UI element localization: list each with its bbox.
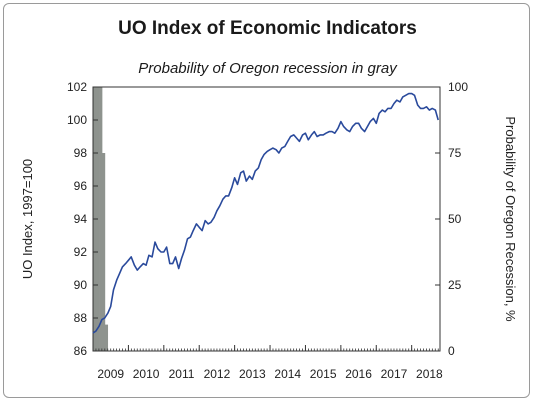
chart-title: UO Index of Economic Indicators <box>118 18 417 39</box>
x-tick-label: 2011 <box>169 367 195 381</box>
x-tick-label: 2013 <box>239 367 266 381</box>
chart-frame <box>3 3 530 398</box>
chart-subtitle: Probability of Oregon recession in gray <box>138 60 397 77</box>
y2-axis-title: Probability of Oregon Recession, % <box>503 116 518 322</box>
plot-border <box>92 86 441 352</box>
y-tick-label: 102 <box>67 80 87 94</box>
uo-index-line <box>92 92 439 334</box>
y2-tick-label: 75 <box>448 146 462 160</box>
x-tick-label: 2016 <box>345 367 372 381</box>
y-axis-title: UO Index, 1997=100 <box>20 159 35 279</box>
x-tick-label: 2012 <box>204 367 231 381</box>
x-tick-label: 2018 <box>416 367 443 381</box>
y-tick-label: 90 <box>74 278 88 292</box>
plot-area: 86 88 90 92 94 96 98 100 102 0 25 50 75 100 2009 2010 20… <box>20 80 518 381</box>
y-tick-label: 86 <box>74 344 88 358</box>
x-tick-label: 2009 <box>97 367 124 381</box>
x-tick-label: 2010 <box>133 367 160 381</box>
y-tick-label: 96 <box>74 179 88 193</box>
y2-tick-label: 100 <box>448 80 468 94</box>
y-tick-label: 88 <box>74 311 88 325</box>
y-tick-label: 100 <box>67 113 87 127</box>
x-tick-label: 2014 <box>274 367 301 381</box>
y-tick-label: 92 <box>74 245 88 259</box>
x-tick-label: 2017 <box>381 367 408 381</box>
recession-bar <box>104 324 109 351</box>
recession-bar <box>101 153 106 351</box>
y-tick-label: 98 <box>74 146 88 160</box>
y2-tick-label: 25 <box>448 278 462 292</box>
y-tick-label: 94 <box>74 212 88 226</box>
y2-tick-label: 50 <box>448 212 462 226</box>
y2-tick-label: 0 <box>448 344 455 358</box>
recession-bar <box>99 87 103 351</box>
x-tick-label: 2015 <box>310 367 337 381</box>
